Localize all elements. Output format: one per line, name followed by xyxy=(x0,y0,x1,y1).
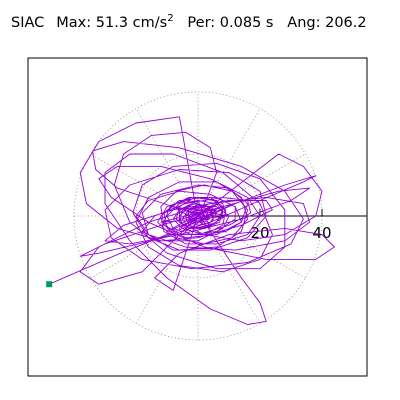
header-line: SIAC Max: 51.3 cm/s2 Per: 0.085 s Ang: 20… xyxy=(11,13,367,31)
x-tick-label-40: 40 xyxy=(312,224,331,242)
trace-layer xyxy=(49,116,335,325)
max-value: 51.3 xyxy=(95,15,129,31)
max-unit-exponent: 2 xyxy=(167,13,174,24)
period-label: Per: xyxy=(187,15,216,31)
angle-value: 206.2 xyxy=(325,15,367,31)
grid-spoke-30 xyxy=(90,153,306,279)
grid-spoke-120 xyxy=(135,108,261,324)
period-value: 0.085 s xyxy=(219,15,274,31)
grid-spoke-150 xyxy=(90,153,306,279)
start-marker xyxy=(46,281,53,288)
station-code: SIAC xyxy=(11,15,45,31)
max-unit: cm/s xyxy=(132,15,168,31)
grid-spoke-60 xyxy=(135,108,261,324)
marker-layer xyxy=(46,281,53,288)
motion-trace xyxy=(49,116,335,325)
angle-label: Ang: xyxy=(287,15,321,31)
max-label: Max: xyxy=(56,15,92,31)
plot-frame xyxy=(27,57,368,377)
